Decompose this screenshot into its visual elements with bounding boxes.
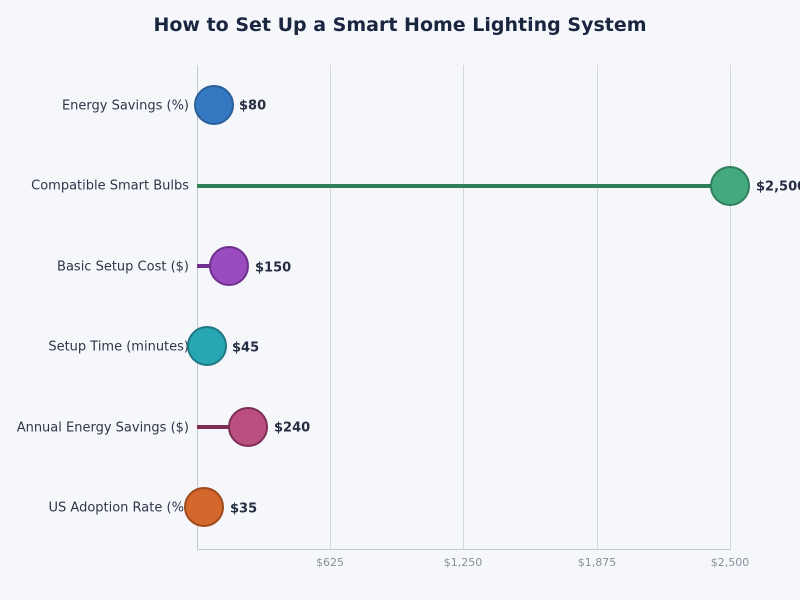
- lollipop-marker: [710, 166, 750, 206]
- x-tick-label: $1,875: [577, 556, 617, 569]
- x-tick-label: $2,500: [710, 556, 750, 569]
- value-label: $150: [255, 260, 292, 276]
- category-label: Compatible Smart Bulbs: [31, 178, 189, 194]
- lollipop-marker: [228, 407, 268, 447]
- y-axis-line: [197, 65, 198, 550]
- lollipop-marker: [209, 246, 249, 286]
- value-label: $2,500: [756, 179, 800, 195]
- x-tick-label: $1,250: [443, 556, 483, 569]
- x-tick-label: $625: [316, 556, 344, 569]
- gridline: [463, 65, 464, 549]
- x-axis-line: [197, 549, 731, 550]
- value-label: $35: [230, 501, 258, 517]
- lollipop-marker: [184, 487, 224, 527]
- category-label: Basic Setup Cost ($): [57, 259, 189, 275]
- lollipop-stem: [197, 425, 248, 429]
- value-label: $80: [239, 98, 267, 114]
- value-label: $45: [232, 340, 260, 356]
- category-label: US Adoption Rate (%): [48, 500, 190, 516]
- lollipop-marker: [194, 85, 234, 125]
- category-label: Energy Savings (%): [61, 98, 189, 114]
- lollipop-marker: [187, 326, 227, 366]
- category-label: Annual Energy Savings ($): [16, 420, 189, 436]
- gridline: [330, 65, 331, 549]
- chart-title: How to Set Up a Smart Home Lighting Syst…: [153, 14, 647, 36]
- gridline: [730, 65, 731, 549]
- gridline: [597, 65, 598, 549]
- plot-area: [197, 65, 731, 550]
- lollipop-stem: [197, 184, 730, 188]
- value-label: $240: [274, 420, 311, 436]
- category-label: Setup Time (minutes): [48, 339, 189, 355]
